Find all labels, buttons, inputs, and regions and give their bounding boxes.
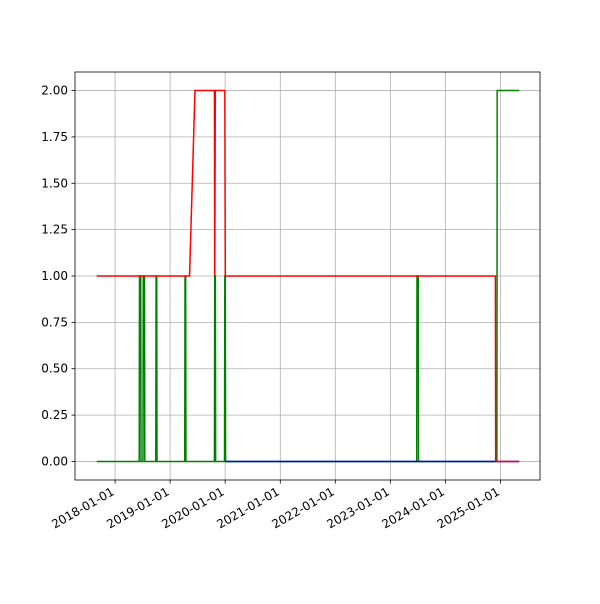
y-tick-label: 1.75 xyxy=(41,130,68,144)
y-tick-label: 0.75 xyxy=(41,315,68,329)
y-tick-label: 1.00 xyxy=(41,269,68,283)
plot-frame xyxy=(74,71,541,481)
data-line xyxy=(96,89,520,463)
y-tick-label: 0.50 xyxy=(41,362,68,376)
y-tick-label: 0.00 xyxy=(41,454,68,468)
y-tick-label: 2.00 xyxy=(41,84,68,98)
x-tick-label: 2025-01-01 xyxy=(435,484,502,531)
y-tick-label: 0.25 xyxy=(41,408,68,422)
y-tick-label: 1.25 xyxy=(41,223,68,237)
data-line xyxy=(96,89,520,463)
y-tick-label: 1.50 xyxy=(41,176,68,190)
